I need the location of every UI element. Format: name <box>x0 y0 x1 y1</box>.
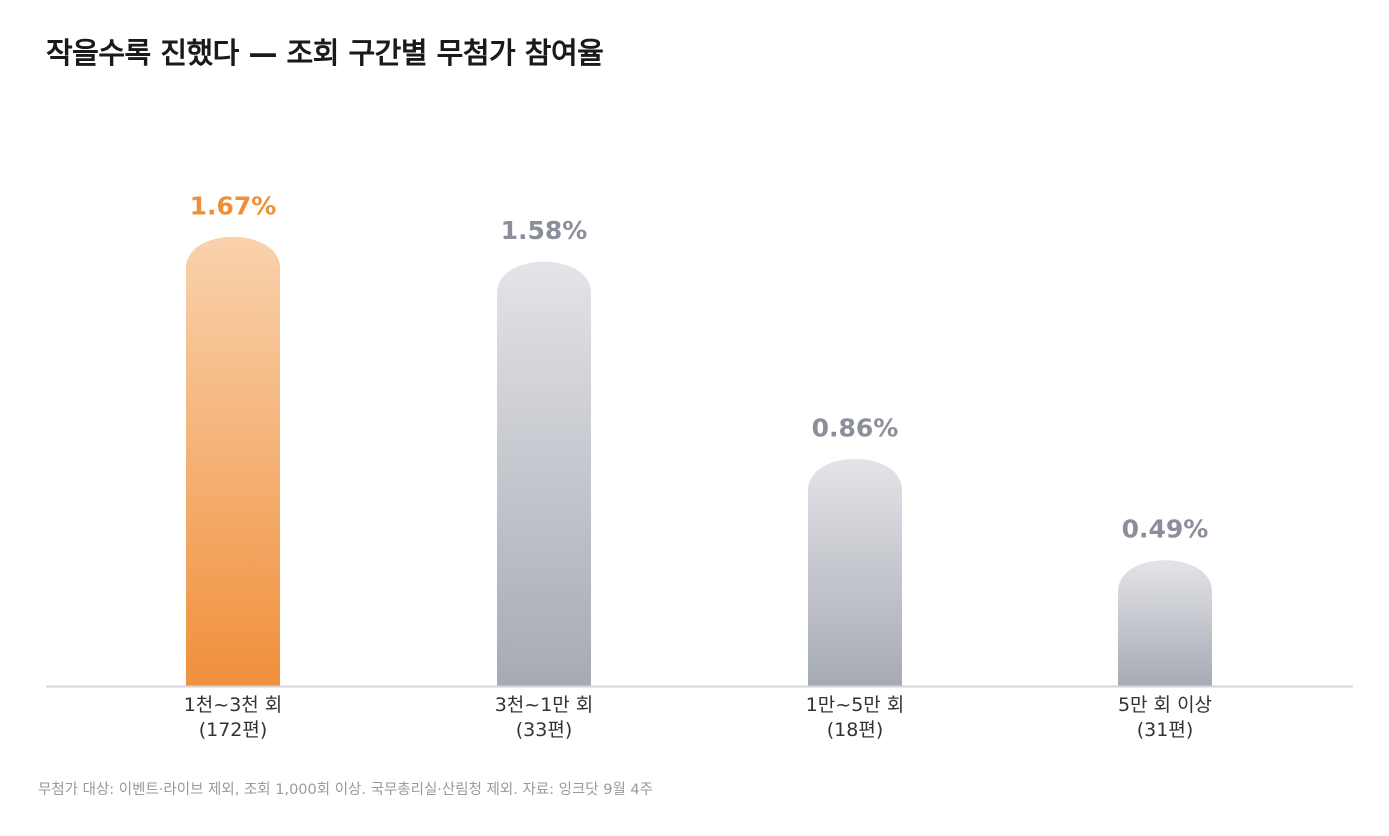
bar-2 <box>497 261 591 686</box>
value-label-1: 1.67% <box>190 191 277 220</box>
bar-3 <box>808 458 902 686</box>
bar-4 <box>1118 560 1212 686</box>
source-footnote: 무첨가 대상: 이벤트·라이브 제외, 조회 1,000회 이상. 국무총리실·… <box>38 782 653 798</box>
bars-layer <box>186 236 1212 687</box>
category-count-3: (18편) <box>827 719 883 741</box>
bar-chart: 1.67% 1천~3천 회 (172편) 1.58% 3천~1만 회 (33편) 0.86%… <box>46 191 1353 741</box>
value-label-3: 0.86% <box>812 413 899 442</box>
value-label-2: 1.58% <box>501 216 588 245</box>
bar-1 <box>186 236 280 687</box>
category-label-1: 1천~3천 회 <box>184 694 283 716</box>
category-count-2: (33편) <box>516 719 572 741</box>
category-label-2: 3천~1만 회 <box>495 694 594 716</box>
category-count-4: (31편) <box>1137 719 1193 741</box>
category-label-3: 1만~5만 회 <box>806 694 905 716</box>
category-count-1: (172편) <box>199 719 268 741</box>
category-label-4: 5만 회 이상 <box>1118 694 1212 716</box>
labels-layer: 1.67% 1천~3천 회 (172편) 1.58% 3천~1만 회 (33편) 0.86%… <box>184 191 1212 741</box>
value-label-4: 0.49% <box>1122 515 1209 544</box>
chart-title: 작을수록 진했다 — 조회 구간별 무첨가 참여율 <box>46 36 604 70</box>
